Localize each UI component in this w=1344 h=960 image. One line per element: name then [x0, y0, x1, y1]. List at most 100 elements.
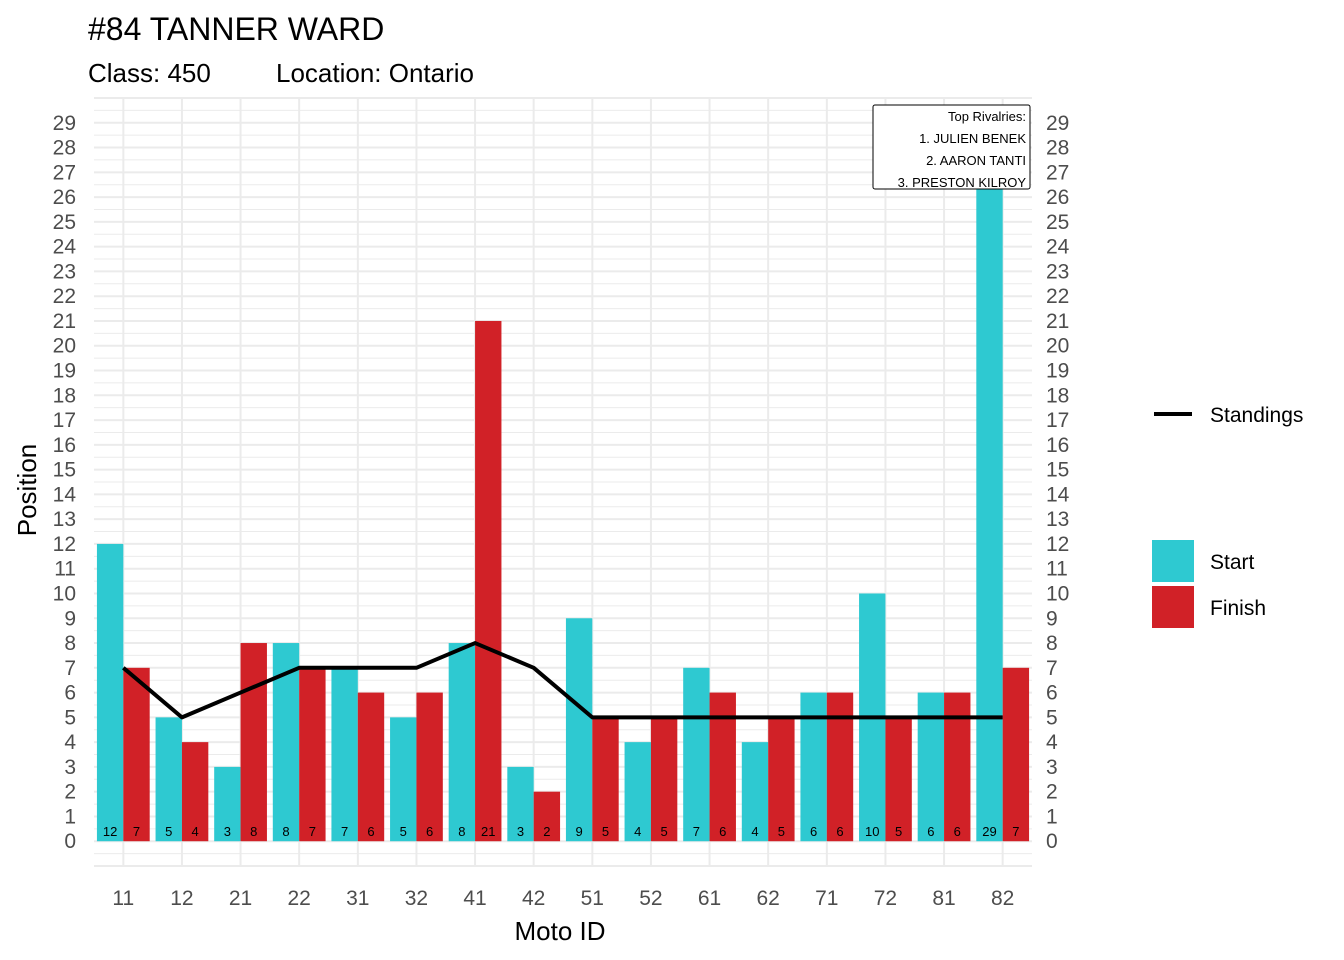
y-axis-title: Position — [12, 444, 42, 537]
bar-start — [624, 742, 651, 842]
y-tick-left: 8 — [64, 632, 76, 655]
legend-standings-label: Standings — [1210, 404, 1303, 427]
bar-start — [214, 766, 241, 842]
x-tick: 41 — [463, 887, 486, 910]
x-tick: 52 — [639, 887, 662, 910]
y-tick-left: 19 — [53, 360, 76, 383]
x-tick: 42 — [522, 887, 545, 910]
y-tick-right: 10 — [1046, 582, 1069, 605]
x-tick: 22 — [288, 887, 311, 910]
bar-label-finish: 5 — [895, 824, 902, 839]
y-tick-left: 13 — [53, 508, 76, 531]
standings-line-layer — [122, 641, 1003, 720]
bar-label-finish: 5 — [661, 824, 668, 839]
bar-label-finish: 7 — [133, 824, 140, 839]
x-tick: 62 — [757, 887, 780, 910]
bar-label-finish: 5 — [602, 824, 609, 839]
bar-finish — [826, 692, 854, 842]
x-tick: 61 — [698, 887, 721, 910]
y-tick-left: 9 — [64, 607, 76, 630]
bar-label-finish: 2 — [543, 824, 550, 839]
y-tick-right: 27 — [1046, 161, 1069, 184]
bar-finish — [650, 717, 678, 842]
bar-finish — [181, 742, 209, 842]
y-tick-left: 2 — [64, 781, 76, 804]
bar-start — [683, 667, 710, 842]
bar-finish — [357, 692, 385, 842]
bar-finish — [416, 692, 443, 842]
bar-label-start: 3 — [517, 824, 524, 839]
bar-finish — [1002, 667, 1030, 842]
bar-label-start: 4 — [751, 824, 758, 839]
bar-label-start: 29 — [982, 824, 996, 839]
x-tick: 32 — [405, 887, 428, 910]
standings-line — [122, 641, 1003, 720]
y-tick-right: 24 — [1046, 236, 1070, 259]
y-axis-left: 0123456789101112131415161718192021222324… — [53, 112, 77, 853]
legend-finish-label: Finish — [1210, 597, 1266, 620]
y-tick-left: 0 — [64, 830, 76, 853]
bar-label-start: 6 — [927, 824, 934, 839]
y-tick-right: 4 — [1046, 731, 1058, 754]
bar-finish — [944, 692, 971, 842]
bar-label-start: 6 — [810, 824, 817, 839]
chart-subtitle-location: Location: Ontario — [276, 58, 474, 88]
bar-label-finish: 6 — [426, 824, 433, 839]
y-axis-right: 0123456789101112131415161718192021222324… — [1046, 112, 1070, 853]
bar-label-start: 7 — [341, 824, 348, 839]
bar-finish — [475, 320, 502, 842]
rivalries-box-frame — [872, 104, 1031, 190]
x-tick: 51 — [581, 887, 604, 910]
y-tick-right: 21 — [1046, 310, 1069, 333]
y-tick-right: 18 — [1046, 384, 1069, 407]
y-tick-left: 6 — [64, 682, 76, 705]
bar-start — [976, 122, 1003, 842]
bar-label-finish: 21 — [481, 824, 495, 839]
bar-start — [448, 643, 476, 842]
x-tick: 82 — [991, 887, 1014, 910]
legend-finish-key — [1152, 586, 1194, 628]
legend-start-key — [1152, 540, 1194, 582]
y-tick-right: 9 — [1046, 607, 1058, 630]
y-tick-left: 18 — [53, 384, 76, 407]
x-axis: 11 12 21 22 31 32 41 42 51 52 61 62 71 72 81 82 — [112, 887, 1014, 910]
y-tick-right: 20 — [1046, 335, 1069, 358]
y-tick-left: 26 — [53, 186, 76, 209]
bar-start — [331, 667, 358, 842]
bar-label-finish: 6 — [836, 824, 843, 839]
bar-start — [741, 742, 769, 842]
y-tick-left: 4 — [64, 731, 76, 754]
y-tick-right: 26 — [1046, 186, 1069, 209]
y-tick-right: 11 — [1046, 558, 1068, 581]
bar-finish — [768, 717, 795, 842]
y-tick-left: 5 — [64, 706, 76, 729]
rivalries-heading: Top Rivalries: — [948, 109, 1026, 124]
bar-label-start: 7 — [693, 824, 700, 839]
bar-start — [390, 717, 417, 842]
bar-label-start: 8 — [458, 824, 465, 839]
bar-finish — [885, 717, 912, 842]
bar-start — [155, 717, 182, 842]
y-tick-right: 8 — [1046, 632, 1058, 655]
bar-finish — [123, 667, 150, 842]
rivalry-item: 1. JULIEN BENEK — [919, 131, 1026, 146]
x-tick: 72 — [874, 887, 897, 910]
bar-label-start: 5 — [400, 824, 407, 839]
y-tick-right: 13 — [1046, 508, 1069, 531]
chart-subtitle-class: Class: 450 — [88, 58, 211, 88]
bar-start — [96, 543, 124, 842]
y-tick-left: 20 — [53, 335, 76, 358]
y-tick-left: 15 — [53, 459, 76, 482]
y-tick-left: 23 — [53, 260, 76, 283]
x-tick: 21 — [229, 887, 252, 910]
y-tick-right: 23 — [1046, 260, 1069, 283]
y-tick-right: 22 — [1046, 285, 1069, 308]
x-tick: 81 — [932, 887, 955, 910]
bar-label-start: 8 — [282, 824, 289, 839]
y-tick-left: 29 — [53, 112, 76, 135]
bar-label-start: 5 — [165, 824, 172, 839]
rivalry-item: 3. PRESTON KILROY — [898, 175, 1027, 190]
y-tick-left: 27 — [53, 161, 76, 184]
bar-start — [800, 692, 827, 842]
bar-finish — [592, 717, 619, 842]
